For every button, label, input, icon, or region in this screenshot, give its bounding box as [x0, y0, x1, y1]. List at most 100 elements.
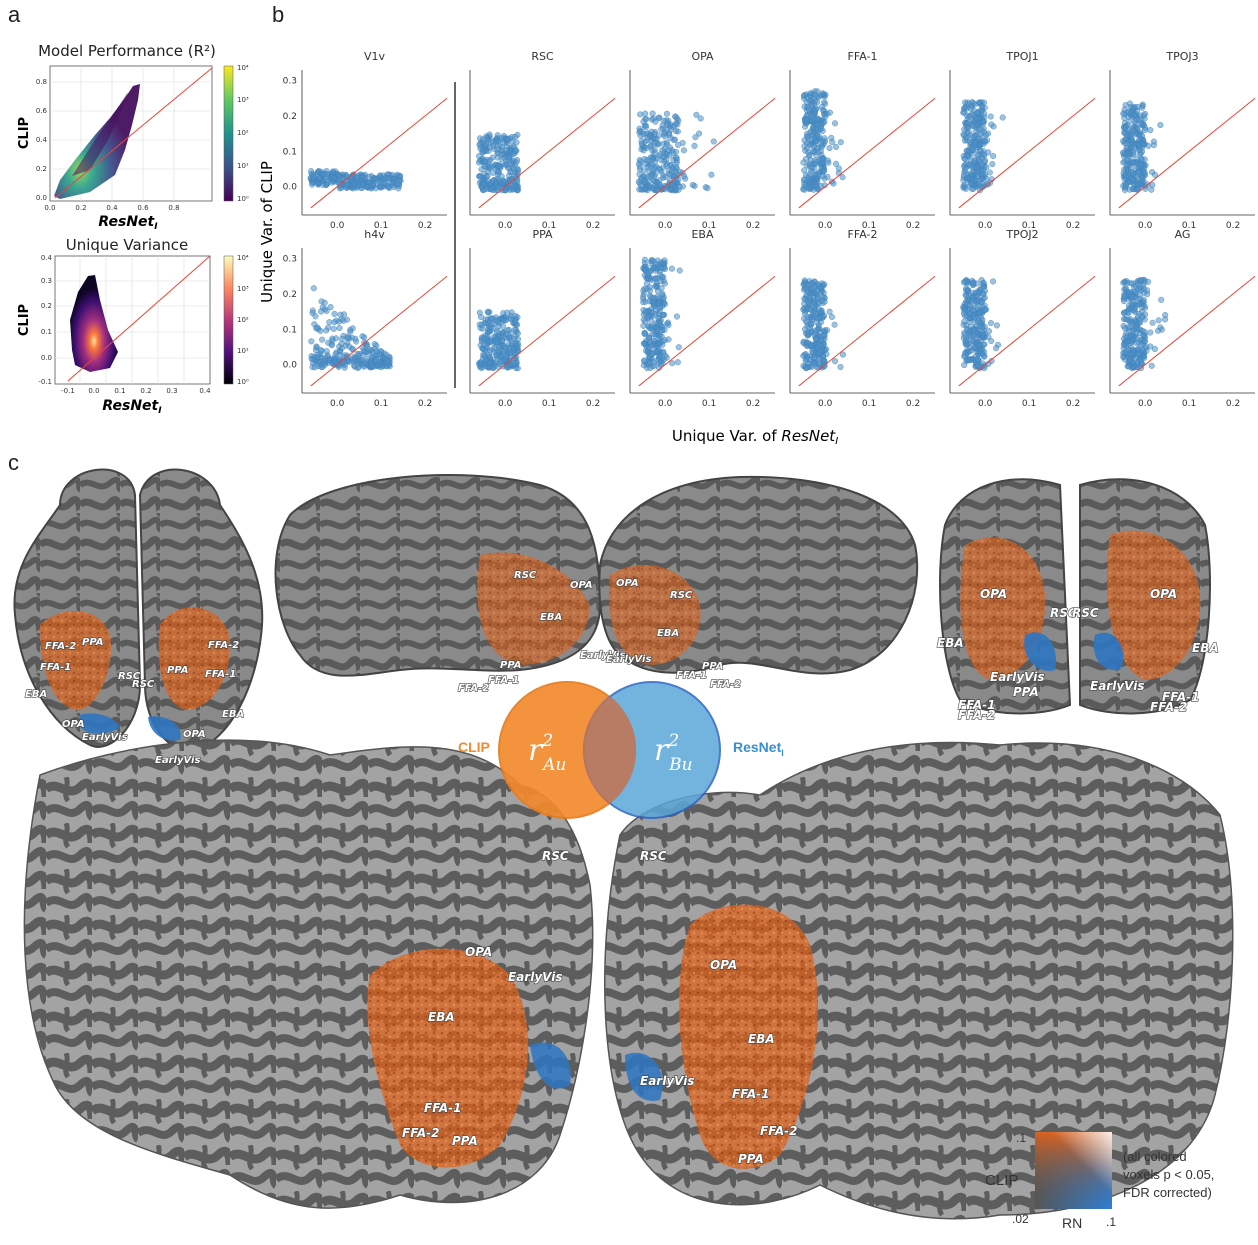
b-point [659, 292, 666, 299]
b-xtick: 0.0 [330, 399, 345, 409]
a-top-cbar-tick: 10² [237, 129, 249, 137]
b-point [647, 292, 654, 299]
b-point [1140, 296, 1147, 303]
b-point [801, 143, 808, 150]
b-point [1122, 285, 1129, 292]
b-point [663, 117, 670, 124]
b-point [503, 160, 510, 167]
b-point [1138, 304, 1145, 311]
b-point [704, 185, 711, 192]
b-point [346, 343, 353, 350]
b-subplot: TPOJ2 0.0 0.1 0.2 [949, 228, 1096, 409]
b-point [652, 308, 659, 315]
b-point [490, 142, 497, 149]
b-subplot: EBA 0.0 0.1 0.2 [629, 228, 776, 409]
venn-right-math: r2 Bu [654, 731, 693, 775]
b-point [657, 278, 664, 285]
b-point [1120, 298, 1127, 305]
b-xtick: 0.2 [418, 399, 432, 409]
venn-left-math: r2 Au [528, 731, 566, 775]
b-point [1126, 289, 1133, 296]
b-point [368, 354, 375, 361]
b-identity-line [798, 97, 936, 209]
b-point [675, 344, 682, 351]
b-point [819, 156, 826, 163]
b-subplot: RSC 0.0 0.1 0.2 [469, 50, 616, 231]
b-point [816, 355, 823, 362]
roi-label: OPA [183, 729, 206, 740]
b-point [352, 363, 359, 370]
b-point [651, 264, 658, 271]
b-point [815, 305, 822, 312]
roi-label: RSC [132, 679, 155, 690]
b-point [815, 126, 822, 133]
b-point [493, 339, 500, 346]
b-point [319, 336, 326, 343]
b-subplot-title: PPA [532, 228, 553, 241]
venn-left-label: CLIP [458, 739, 490, 755]
a-top-ytick: 0.6 [36, 107, 48, 115]
b-point [819, 90, 826, 97]
b-point [816, 134, 823, 141]
b-point [645, 164, 652, 171]
b-ytick: 0.2 [283, 112, 297, 122]
b-point [504, 327, 511, 334]
b-point [488, 185, 495, 192]
b-point [352, 335, 359, 342]
legend-note: (all colored voxels p < 0.05, FDR correc… [1123, 1148, 1214, 1202]
b-point [821, 99, 828, 106]
b-point [327, 304, 334, 311]
b-point [1120, 182, 1127, 189]
b-point [825, 159, 832, 166]
b-identity-line [958, 275, 1096, 387]
b-point [369, 363, 376, 370]
panel-b-grid: Unique Var. of CLIP Unique Var. of ResNe… [258, 50, 1256, 447]
b-subplot: h4v 0.0 0.1 0.2 0.0 0.1 0.2 0.3 [283, 228, 448, 409]
b-point [983, 164, 990, 171]
b-point [657, 264, 664, 271]
b-point [826, 308, 833, 315]
b-point [1147, 329, 1154, 336]
b-point [354, 174, 361, 181]
b-point [964, 301, 971, 308]
b-point [832, 358, 839, 365]
panel-letter-b: b [272, 2, 285, 27]
b-point [326, 319, 333, 326]
b-point [807, 129, 814, 136]
roi-label: EarlyVis [82, 732, 127, 743]
b-xtick: 0.0 [818, 399, 833, 409]
b-subplot-title: V1v [364, 50, 386, 63]
b-point [503, 135, 510, 142]
a-top-cbar-tick: 10⁴ [237, 64, 249, 72]
b-point [1137, 115, 1144, 122]
panel-a-top-plot [49, 65, 234, 202]
b-ytick: 0.1 [283, 147, 297, 157]
b-point [643, 123, 650, 130]
a-bot-cbar-tick: 10⁰ [237, 378, 249, 386]
roi-label: FFA-2 [458, 683, 489, 694]
b-point [657, 272, 664, 279]
b-point [967, 333, 974, 340]
b-point [663, 162, 670, 169]
b-identity-line [478, 97, 616, 209]
b-point [506, 350, 513, 357]
roi-label: RSC [1050, 606, 1077, 620]
b-point [636, 160, 643, 167]
b-point [364, 183, 371, 190]
b-subplot: TPOJ1 0.0 0.1 0.2 [949, 50, 1096, 231]
b-point [645, 269, 652, 276]
b-point [665, 322, 672, 329]
b-point [512, 147, 519, 154]
b-xtick: 0.0 [658, 399, 673, 409]
b-xtick: 0.2 [906, 399, 920, 409]
b-point [960, 182, 967, 189]
b-xtick: 0.2 [418, 221, 432, 231]
b-point [478, 321, 485, 328]
roi-label: RSC [670, 590, 693, 601]
b-point [1125, 309, 1132, 316]
b-point [359, 333, 366, 340]
b-point [499, 337, 506, 344]
b-point [308, 338, 315, 345]
b-ytick: 0.2 [283, 290, 297, 300]
a-top-ytick: 0.2 [36, 165, 47, 173]
